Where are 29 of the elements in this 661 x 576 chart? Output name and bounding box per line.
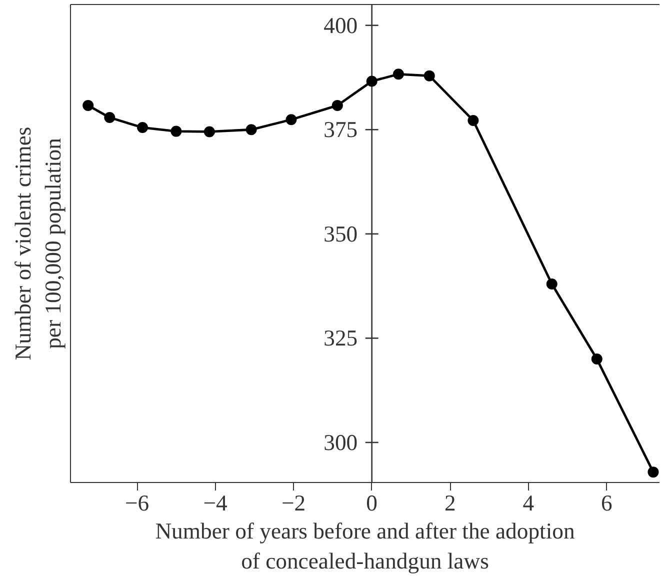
y-tick-label: 375 [324, 117, 358, 142]
y-tick-label: 325 [324, 326, 358, 351]
point [82, 100, 94, 111]
y-tick-label: 350 [324, 221, 358, 246]
point [204, 126, 215, 138]
x-tick-label: 4 [522, 490, 534, 516]
x-axis-title: Number of years before and after the adoption of concealed-handgun laws [155, 518, 575, 574]
point [366, 76, 378, 87]
point [648, 466, 659, 478]
point [468, 114, 479, 126]
point [591, 354, 602, 365]
x-tick-label: 2 [444, 490, 456, 516]
point [546, 278, 558, 290]
y-axis-title: Number of violent crimes per 100,000 population [10, 126, 66, 360]
point [286, 114, 297, 126]
point [137, 122, 148, 134]
point [392, 68, 404, 80]
x-tick-label: 0 [366, 490, 378, 516]
point [332, 100, 343, 111]
y-tick-label: 400 [324, 12, 358, 38]
y-tick-label: 300 [324, 430, 358, 455]
point [424, 70, 435, 82]
x-tick-label: −4 [203, 490, 228, 516]
x-tick-label: −2 [282, 490, 306, 516]
point [104, 112, 116, 124]
point [170, 126, 182, 137]
x-tick-label: 6 [601, 490, 612, 516]
x-tick-label: −6 [124, 490, 150, 516]
point [246, 124, 257, 136]
